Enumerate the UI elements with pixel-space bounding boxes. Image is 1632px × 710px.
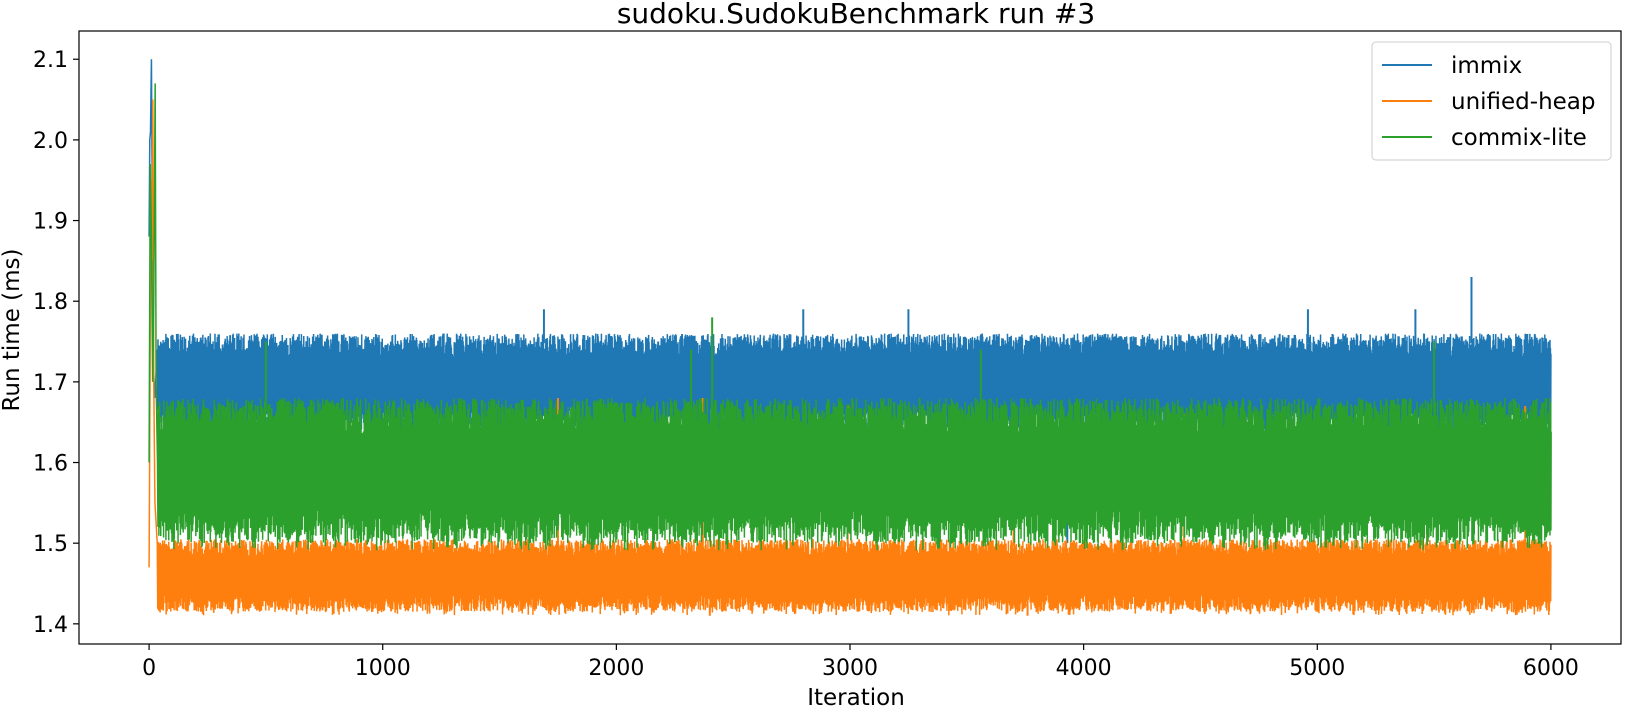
y-tick-label: 1.5 (33, 532, 68, 557)
y-tick-label: 2.1 (33, 48, 68, 73)
legend: immix unified-heap commix-lite (1371, 41, 1612, 161)
x-tick-label: 4000 (1056, 656, 1112, 681)
y-tick-label: 2.0 (33, 129, 68, 154)
x-tick-label: 3000 (822, 656, 878, 681)
legend-label-immix: immix (1451, 53, 1522, 79)
chart-title: sudoku.SudokuBenchmark run #3 (617, 0, 1095, 30)
x-tick-label: 5000 (1289, 656, 1345, 681)
legend-label-commix-lite: commix-lite (1451, 125, 1587, 151)
x-tick-label: 0 (142, 656, 156, 681)
x-tick-label: 1000 (355, 656, 411, 681)
y-axis-label: Run time (ms) (0, 248, 25, 411)
x-axis-label: Iteration (807, 685, 905, 710)
y-tick-label: 1.8 (33, 290, 68, 315)
x-tick-label: 2000 (588, 656, 644, 681)
axes: 0 1000 2000 3000 4000 5000 6000 1.4 1.5 1.6 1.7 1.8… (33, 30, 1622, 681)
plot-area (148, 59, 1552, 616)
series-line-commix-lite (148, 83, 1552, 551)
series-line-immix (148, 59, 1552, 436)
y-tick-label: 1.4 (33, 613, 68, 638)
y-tick-label: 1.6 (33, 452, 68, 477)
x-tick-label: 6000 (1523, 656, 1579, 681)
legend-label-unified-heap: unified-heap (1451, 89, 1596, 115)
y-tick-label: 1.7 (33, 371, 68, 396)
series-line-unified-heap (148, 99, 1552, 616)
y-tick-label: 1.9 (33, 210, 68, 235)
legend-box (1371, 41, 1612, 161)
